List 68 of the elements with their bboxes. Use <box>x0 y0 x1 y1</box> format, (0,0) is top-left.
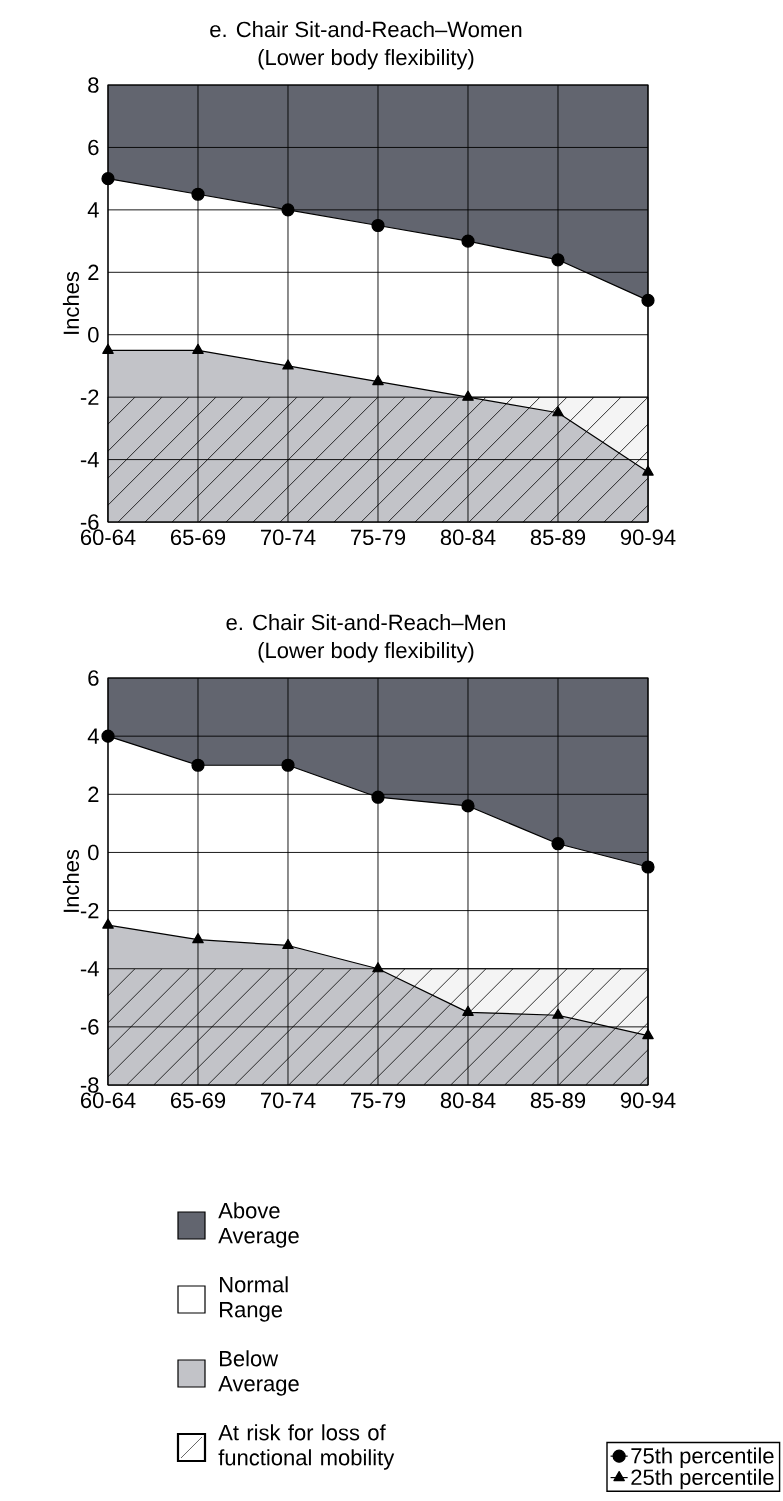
legend-label: At risk for loss of functional mobility <box>218 1424 395 1470</box>
x-tick-label: 65-69 <box>170 529 226 546</box>
point <box>371 218 385 233</box>
x-tick-label: 75-79 <box>350 529 406 546</box>
legend-label: 75th percentile <box>631 1447 774 1468</box>
y-axis-title: Inches <box>62 271 80 334</box>
y-tick-label: 0 <box>88 326 99 343</box>
x-tick-label: 80-84 <box>440 529 496 546</box>
y-tick-label: -8 <box>80 1077 99 1093</box>
y-tick-label: -6 <box>80 514 99 530</box>
y-tick-label: 6 <box>88 139 99 156</box>
point <box>282 938 294 950</box>
y-tick-label: 4 <box>87 202 99 218</box>
y-tick-label: -6 <box>80 1019 99 1035</box>
chart-title: e. Chair Sit-and-Reach–Men <box>226 614 505 631</box>
point <box>641 860 655 874</box>
point <box>191 187 205 201</box>
point <box>372 374 384 386</box>
text: Below Average <box>218 1350 299 1396</box>
point <box>281 203 295 217</box>
x-tick-label: 85-89 <box>530 1092 586 1109</box>
point <box>281 758 295 772</box>
x-tick-label: 85-89 <box>530 529 586 546</box>
x-tick-label: 65-69 <box>170 1092 226 1109</box>
y-tick-label: -4 <box>80 961 99 977</box>
point <box>282 359 294 370</box>
point <box>552 406 564 417</box>
point <box>102 918 114 929</box>
y-tick-label: 2 <box>88 264 99 280</box>
point <box>642 465 654 476</box>
x-tick-label: 75-79 <box>350 1092 406 1109</box>
point <box>101 729 115 743</box>
text: Above Average <box>218 1202 299 1248</box>
x-tick-label: 70-74 <box>260 529 316 546</box>
point <box>642 1028 654 1040</box>
x-tick-label: 90-94 <box>620 529 676 546</box>
point <box>192 343 204 354</box>
point <box>641 293 655 307</box>
y-axis-title: Inches <box>62 849 80 912</box>
point <box>371 790 385 804</box>
point <box>551 837 565 851</box>
text: Normal Range <box>220 1276 288 1322</box>
x-tick-label: 70-74 <box>260 1092 316 1109</box>
x-tick-label: 90-94 <box>620 1092 676 1109</box>
x-tick-label: 80-84 <box>440 1092 496 1109</box>
y-tick-label: 8 <box>88 77 99 93</box>
legend-label: 25th percentile <box>631 1468 774 1490</box>
point <box>102 343 114 354</box>
y-tick-label: 6 <box>88 670 99 686</box>
y-tick-label: 2 <box>88 786 99 802</box>
x-tick-label: 60-64 <box>80 529 136 546</box>
point <box>462 390 474 401</box>
chart-subtitle: (Lower body flexibility) <box>258 642 474 663</box>
point <box>461 234 475 248</box>
y-tick-label: 0 <box>88 844 99 861</box>
point <box>551 253 565 267</box>
chart-subtitle: (Lower body flexibility) <box>258 49 474 70</box>
point <box>461 799 475 813</box>
y-tick-label: -2 <box>80 902 99 919</box>
point <box>101 172 115 186</box>
x-tick-label: 60-64 <box>80 1092 136 1109</box>
y-tick-label: 4 <box>87 728 99 744</box>
chart-title: e. Chair Sit-and-Reach–Women <box>210 21 522 38</box>
point <box>552 1008 564 1019</box>
point <box>191 758 205 772</box>
y-tick-label: -2 <box>80 389 99 405</box>
y-tick-label: -4 <box>80 452 99 468</box>
point <box>192 933 204 944</box>
